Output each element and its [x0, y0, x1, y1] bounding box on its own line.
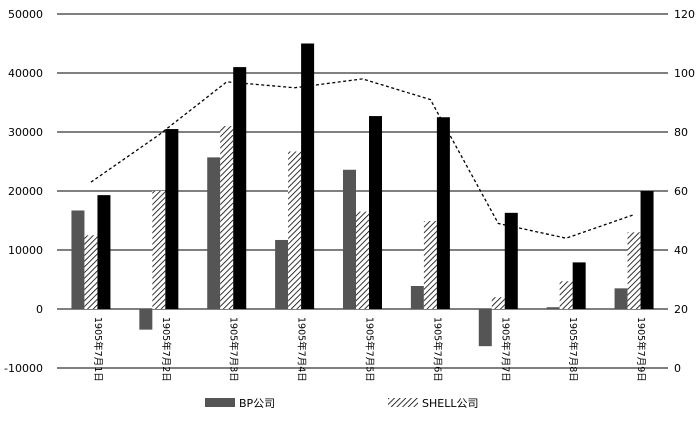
category-label: 1905年7月6日 — [431, 317, 443, 382]
bar — [478, 309, 492, 347]
bar — [97, 195, 111, 309]
category-label: 1905年7月7日 — [499, 317, 511, 382]
right-tick-label: 40 — [674, 244, 688, 257]
category-label: 1905年7月3日 — [228, 317, 240, 382]
category-label: 1905年7月1日 — [92, 317, 104, 382]
legend-swatch — [388, 398, 418, 407]
bar — [220, 126, 234, 309]
bar — [233, 67, 247, 309]
left-tick-label: 0 — [36, 303, 43, 316]
right-tick-label: 20 — [674, 303, 688, 316]
category-label: 1905年7月5日 — [364, 317, 376, 382]
bar — [504, 212, 518, 309]
bar — [165, 129, 179, 309]
line-series — [90, 78, 635, 239]
bar — [84, 235, 98, 309]
left-tick-label: 50000 — [8, 8, 43, 21]
bar — [572, 262, 586, 309]
bar — [275, 239, 289, 309]
bar — [640, 191, 654, 309]
left-tick-label: 20000 — [8, 185, 43, 198]
bar — [436, 117, 450, 309]
legend-swatch — [205, 398, 235, 407]
bar — [627, 232, 641, 309]
left-tick-label: 10000 — [8, 244, 43, 257]
legend: BP公司 SHELL公司 — [205, 397, 478, 410]
bar — [356, 211, 369, 309]
bar — [207, 157, 221, 309]
bar — [301, 43, 315, 309]
right-tick-label: 100 — [674, 67, 695, 80]
left-tick-label: -10000 — [4, 362, 43, 375]
legend-label: SHELL公司 — [422, 397, 478, 410]
bar — [546, 307, 560, 309]
category-label: 1905年7月9日 — [635, 317, 647, 382]
legend-label: BP公司 — [239, 397, 275, 410]
category-label: 1905年7月8日 — [567, 317, 579, 382]
bar — [71, 210, 85, 309]
right-tick-label: 80 — [674, 126, 688, 139]
bar — [288, 151, 302, 309]
bar — [559, 281, 573, 309]
category-labels: 1905年7月1日 1905年7月2日 1905年7月3日 1905年7月4日 1905… — [92, 317, 647, 382]
bar — [139, 309, 153, 330]
left-tick-label: 40000 — [8, 67, 43, 80]
bar — [343, 169, 356, 309]
series-line — [90, 78, 635, 239]
right-axis-ticks: 120 100 80 60 40 20 0 — [674, 8, 695, 375]
bar — [152, 191, 166, 309]
bar — [369, 116, 382, 309]
bars — [71, 43, 654, 347]
bar — [423, 221, 437, 309]
right-tick-label: 0 — [674, 362, 681, 375]
left-tick-label: 30000 — [8, 126, 43, 139]
bar — [410, 285, 424, 309]
category-label: 1905年7月4日 — [296, 317, 308, 382]
right-tick-label: 120 — [674, 8, 695, 21]
bar — [491, 297, 505, 309]
right-tick-label: 60 — [674, 185, 688, 198]
bar — [614, 288, 628, 309]
left-axis-ticks: 50000 40000 30000 20000 10000 0 -10000 — [4, 8, 43, 375]
category-label: 1905年7月2日 — [160, 317, 172, 382]
